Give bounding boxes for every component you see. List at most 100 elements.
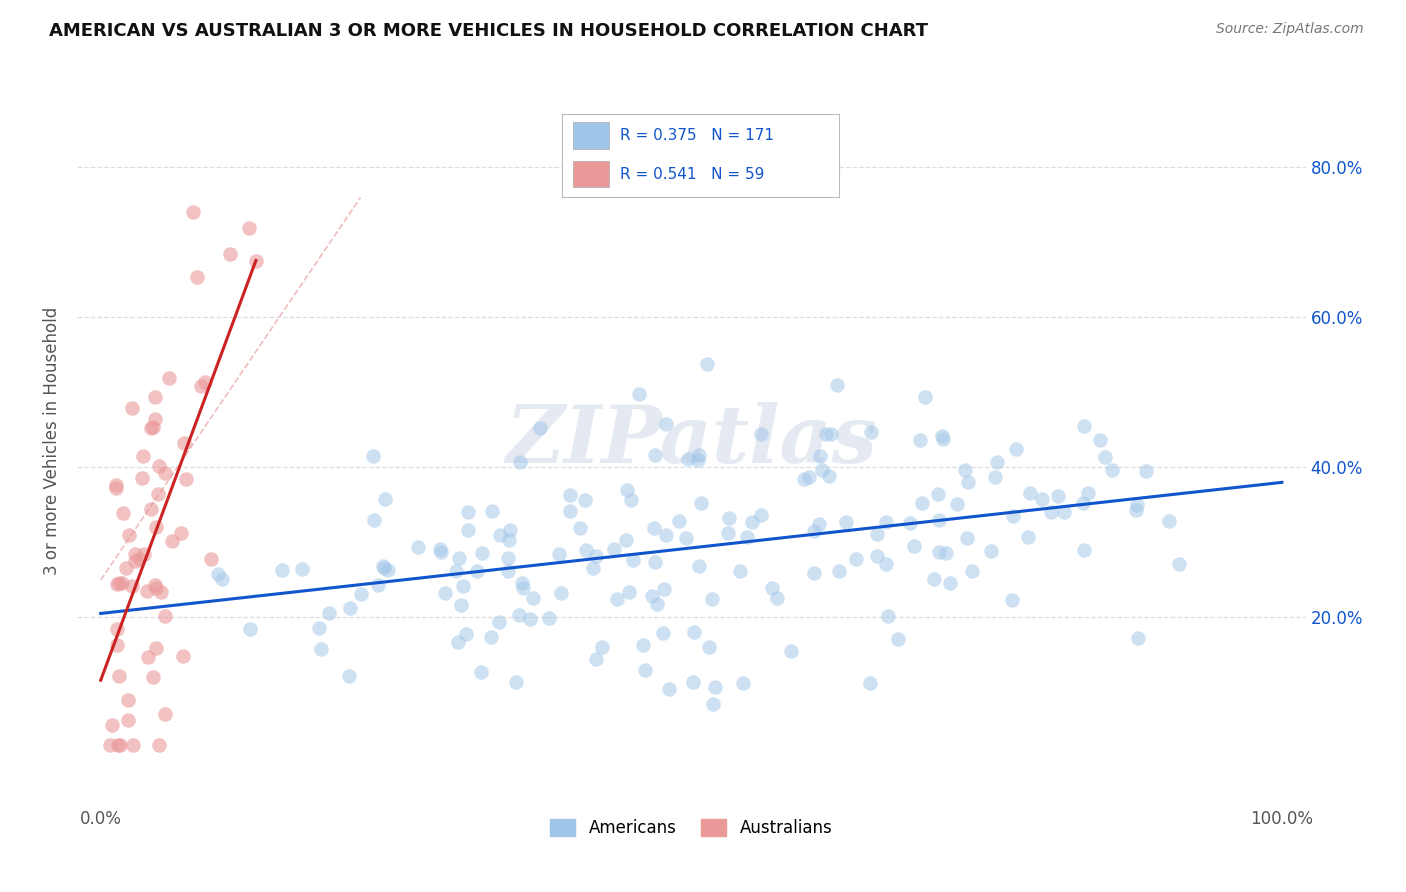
Point bbox=[932, 432, 955, 446]
Point bbox=[643, 521, 665, 535]
Point bbox=[903, 539, 925, 553]
Point bbox=[451, 579, 474, 593]
Point bbox=[1077, 486, 1099, 500]
Point bbox=[510, 576, 533, 591]
Point bbox=[149, 584, 172, 599]
Point bbox=[606, 592, 628, 607]
Point bbox=[124, 554, 146, 568]
Point bbox=[568, 521, 591, 535]
Point bbox=[558, 488, 581, 502]
Point bbox=[1157, 514, 1180, 528]
Point bbox=[117, 713, 139, 727]
Point bbox=[654, 417, 676, 432]
Point bbox=[118, 528, 141, 542]
Point bbox=[142, 419, 165, 434]
Point bbox=[139, 421, 162, 435]
Point bbox=[633, 664, 655, 678]
Point bbox=[449, 551, 471, 566]
Point bbox=[717, 526, 740, 541]
Point bbox=[309, 642, 332, 657]
Point bbox=[815, 427, 838, 442]
Point bbox=[176, 472, 198, 486]
Point bbox=[718, 511, 741, 525]
Point bbox=[614, 533, 637, 547]
Point bbox=[803, 566, 825, 580]
Point bbox=[641, 589, 664, 603]
Point bbox=[875, 515, 897, 529]
Point bbox=[155, 706, 177, 721]
Point bbox=[377, 563, 399, 577]
Point bbox=[1073, 542, 1095, 557]
Point bbox=[1094, 450, 1116, 465]
Point bbox=[489, 528, 512, 542]
Point bbox=[1135, 464, 1157, 478]
Point bbox=[132, 449, 155, 463]
Point bbox=[371, 558, 394, 573]
Point bbox=[108, 738, 131, 752]
Point bbox=[960, 565, 983, 579]
Point bbox=[148, 738, 170, 752]
Point bbox=[470, 665, 492, 680]
Point bbox=[931, 429, 953, 443]
Point bbox=[644, 555, 666, 569]
Point bbox=[505, 674, 527, 689]
Point bbox=[866, 549, 889, 563]
Point bbox=[499, 523, 522, 537]
Point bbox=[592, 640, 614, 654]
Point bbox=[678, 452, 700, 467]
Point bbox=[793, 472, 815, 486]
Point bbox=[350, 587, 373, 601]
Point bbox=[194, 375, 217, 389]
Point bbox=[367, 578, 389, 592]
Point bbox=[105, 638, 128, 652]
Point bbox=[668, 514, 690, 528]
Point bbox=[509, 455, 531, 469]
Point bbox=[1005, 442, 1028, 457]
Point bbox=[143, 412, 166, 426]
Point bbox=[887, 632, 910, 646]
Point bbox=[898, 516, 921, 531]
Point bbox=[1047, 489, 1070, 503]
Point bbox=[658, 682, 681, 697]
Point bbox=[107, 622, 129, 636]
Point bbox=[1053, 506, 1076, 520]
Point bbox=[1001, 592, 1024, 607]
Point bbox=[859, 676, 882, 690]
Point bbox=[731, 676, 754, 690]
Point bbox=[645, 597, 668, 611]
Point bbox=[104, 481, 127, 495]
Point bbox=[807, 517, 830, 532]
Point bbox=[859, 425, 882, 439]
Point bbox=[219, 246, 242, 260]
Point bbox=[845, 551, 868, 566]
Text: AMERICAN VS AUSTRALIAN 3 OR MORE VEHICLES IN HOUSEHOLD CORRELATION CHART: AMERICAN VS AUSTRALIAN 3 OR MORE VEHICLE… bbox=[49, 22, 928, 40]
Point bbox=[488, 615, 510, 630]
Point bbox=[374, 491, 396, 506]
Point bbox=[617, 584, 640, 599]
Point bbox=[644, 448, 666, 462]
Point bbox=[866, 527, 889, 541]
Point bbox=[98, 738, 121, 752]
Point bbox=[633, 638, 655, 652]
Point bbox=[496, 550, 519, 565]
Point bbox=[908, 434, 931, 448]
Point bbox=[308, 621, 330, 635]
Point bbox=[1073, 419, 1095, 434]
Point bbox=[702, 592, 724, 607]
Point bbox=[603, 541, 626, 556]
Point bbox=[105, 478, 128, 492]
Point bbox=[924, 572, 946, 586]
Point bbox=[117, 693, 139, 707]
Point bbox=[761, 582, 783, 596]
Point bbox=[675, 531, 697, 545]
Point bbox=[363, 512, 385, 526]
Point bbox=[239, 622, 262, 636]
Point bbox=[145, 577, 167, 591]
Text: ZIPatlas: ZIPatlas bbox=[505, 402, 877, 480]
Point bbox=[406, 541, 429, 555]
Point bbox=[683, 624, 706, 639]
Point bbox=[181, 205, 204, 219]
Point bbox=[766, 591, 789, 606]
Point bbox=[550, 586, 572, 600]
Point bbox=[508, 608, 530, 623]
